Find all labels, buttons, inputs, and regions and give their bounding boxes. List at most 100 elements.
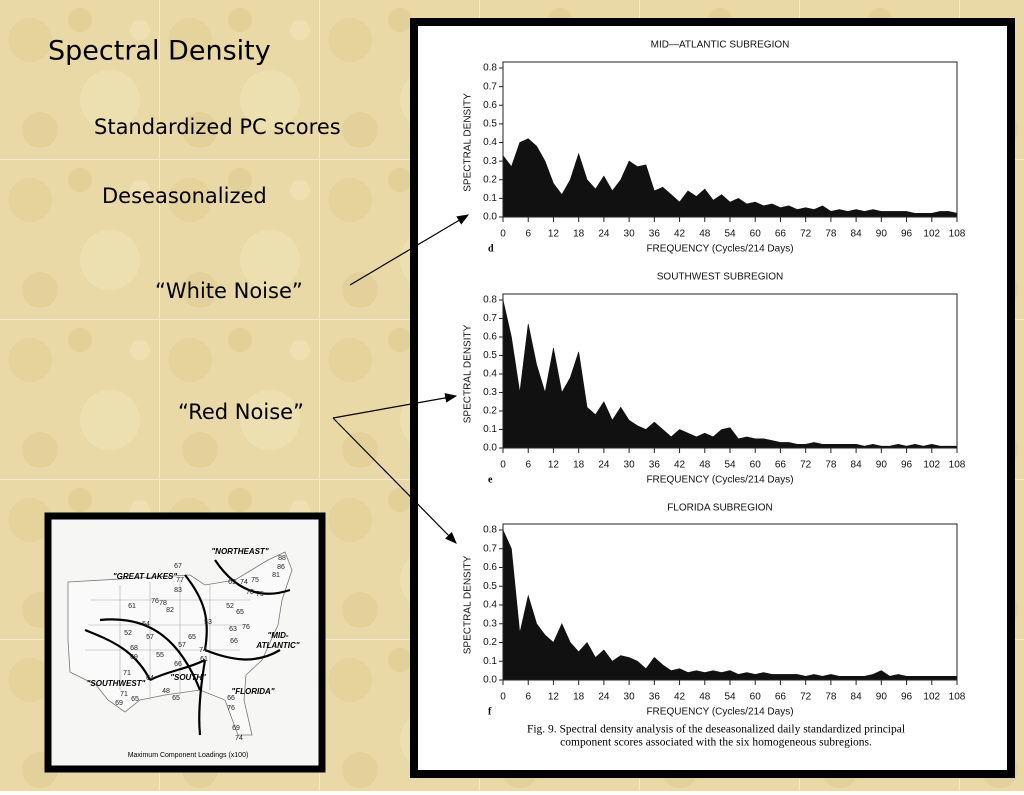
x-tick-label: 108 — [949, 229, 966, 240]
map-number: 52 — [226, 603, 234, 610]
x-tick-label: 48 — [699, 692, 711, 703]
region-label: "SOUTHWEST" — [87, 679, 146, 688]
map-number: 74 — [199, 647, 207, 654]
x-tick-label: 24 — [598, 229, 610, 240]
x-tick-label: 42 — [674, 692, 686, 703]
x-tick-label: 36 — [649, 692, 661, 703]
y-tick-label: 0.7 — [483, 81, 497, 92]
chart-title: SOUTHWEST SUBREGION — [657, 272, 784, 283]
y-tick-label: 0.2 — [483, 637, 497, 648]
figure-caption: component scores associated with the six… — [560, 737, 872, 749]
map-borders — [85, 580, 250, 700]
map-number: 75 — [251, 577, 259, 584]
area — [502, 138, 958, 218]
region-label: "MID- — [267, 631, 288, 640]
x-tick-label: 6 — [525, 229, 531, 240]
panel-letter: e — [488, 474, 493, 485]
map-number: 65 — [172, 695, 180, 702]
chart-title: FLORIDA SUBREGION — [667, 503, 773, 514]
x-tick-label: 72 — [800, 229, 812, 240]
map-number: 75 — [256, 591, 264, 598]
region-label: "SOUTH" — [170, 673, 206, 682]
y-tick-label: 0.1 — [483, 424, 497, 435]
x-tick-label: 12 — [548, 460, 560, 471]
y-tick-label: 0.4 — [483, 369, 497, 380]
annotation: “Red Noise” — [178, 400, 304, 424]
x-tick-label: 48 — [699, 460, 711, 471]
x-tick-label: 12 — [548, 229, 560, 240]
y-tick-label: 0.6 — [483, 100, 497, 111]
x-tick-label: 60 — [750, 460, 762, 471]
y-axis-label: SPECTRAL DENSITY — [463, 93, 474, 192]
map-number: 67 — [174, 563, 182, 570]
y-tick-label: 0.8 — [483, 295, 497, 306]
x-tick-label: 78 — [825, 692, 837, 703]
arrow — [332, 417, 457, 544]
map-number: 71 — [120, 691, 128, 698]
x-tick-label: 18 — [573, 229, 585, 240]
y-tick-label: 0.8 — [483, 63, 497, 74]
map-number: 52 — [124, 630, 132, 637]
x-tick-label: 0 — [500, 692, 506, 703]
y-tick-label: 0.0 — [483, 212, 497, 223]
map-number: 69 — [130, 654, 138, 661]
map-number: 83 — [174, 587, 182, 594]
annotation: “White Noise” — [155, 279, 303, 303]
map-number: 74 — [235, 735, 243, 742]
y-tick-label: 0.5 — [483, 350, 497, 361]
map-number: 77 — [176, 577, 184, 584]
map-number: 66 — [227, 695, 235, 702]
area — [502, 299, 958, 449]
map-number: 69 — [115, 700, 123, 707]
x-tick-label: 60 — [750, 229, 762, 240]
y-tick-label: 0.3 — [483, 618, 497, 629]
map-number: 74 — [240, 579, 248, 586]
subtitle: Standardized PC scores — [94, 115, 341, 139]
x-tick-label: 6 — [525, 460, 531, 471]
x-tick-label: 84 — [851, 460, 863, 471]
map-number: 57 — [146, 634, 154, 641]
map-number: 66 — [230, 638, 238, 645]
x-tick-label: 6 — [525, 692, 531, 703]
map-number: 65 — [188, 634, 196, 641]
x-tick-label: 96 — [901, 460, 913, 471]
x-tick-label: 84 — [851, 229, 863, 240]
y-tick-label: 0.6 — [483, 332, 497, 343]
region-label: "FLORIDA" — [231, 687, 274, 696]
x-tick-label: 0 — [500, 229, 506, 240]
y-tick-label: 0.6 — [483, 562, 497, 573]
map-number: 57 — [178, 642, 186, 649]
map-number: 82 — [166, 607, 174, 614]
x-tick-label: 108 — [949, 460, 966, 471]
region-label: "NORTHEAST" — [211, 547, 268, 556]
map-number: 48 — [162, 688, 170, 695]
y-axis-label: SPECTRAL DENSITY — [463, 555, 474, 654]
x-tick-label: 36 — [649, 460, 661, 471]
x-tick-label: 12 — [548, 692, 560, 703]
map-caption: Maximum Component Loadings (x100) — [128, 752, 249, 759]
x-axis-label: FREQUENCY (Cycles/214 Days) — [646, 707, 793, 718]
x-tick-label: 24 — [598, 460, 610, 471]
x-tick-label: 54 — [724, 229, 736, 240]
region-label: "GREAT LAKES" — [113, 572, 178, 581]
panel-letter: f — [488, 706, 492, 717]
x-tick-label: 66 — [775, 229, 787, 240]
y-tick-label: 0.3 — [483, 156, 497, 167]
x-tick-label: 96 — [901, 229, 913, 240]
map-number: 88 — [278, 555, 286, 562]
x-tick-label: 18 — [573, 460, 585, 471]
map-number: 69 — [228, 579, 236, 586]
arrow — [332, 393, 458, 419]
x-tick-label: 60 — [750, 692, 762, 703]
y-tick-label: 0.8 — [483, 525, 497, 536]
map-number: 78 — [159, 600, 167, 607]
map-number: 86 — [277, 564, 285, 571]
map-number: 66 — [174, 661, 182, 668]
map-number: 71 — [123, 670, 131, 677]
figure-caption: Fig. 9. Spectral density analysis of the… — [527, 724, 905, 736]
y-tick-label: 0.4 — [483, 137, 497, 148]
map: "NORTHEAST" "GREAT LAKES" "MID-ATLANTIC" "S… — [67, 547, 300, 742]
x-tick-label: 66 — [775, 692, 787, 703]
x-tick-label: 48 — [699, 229, 711, 240]
